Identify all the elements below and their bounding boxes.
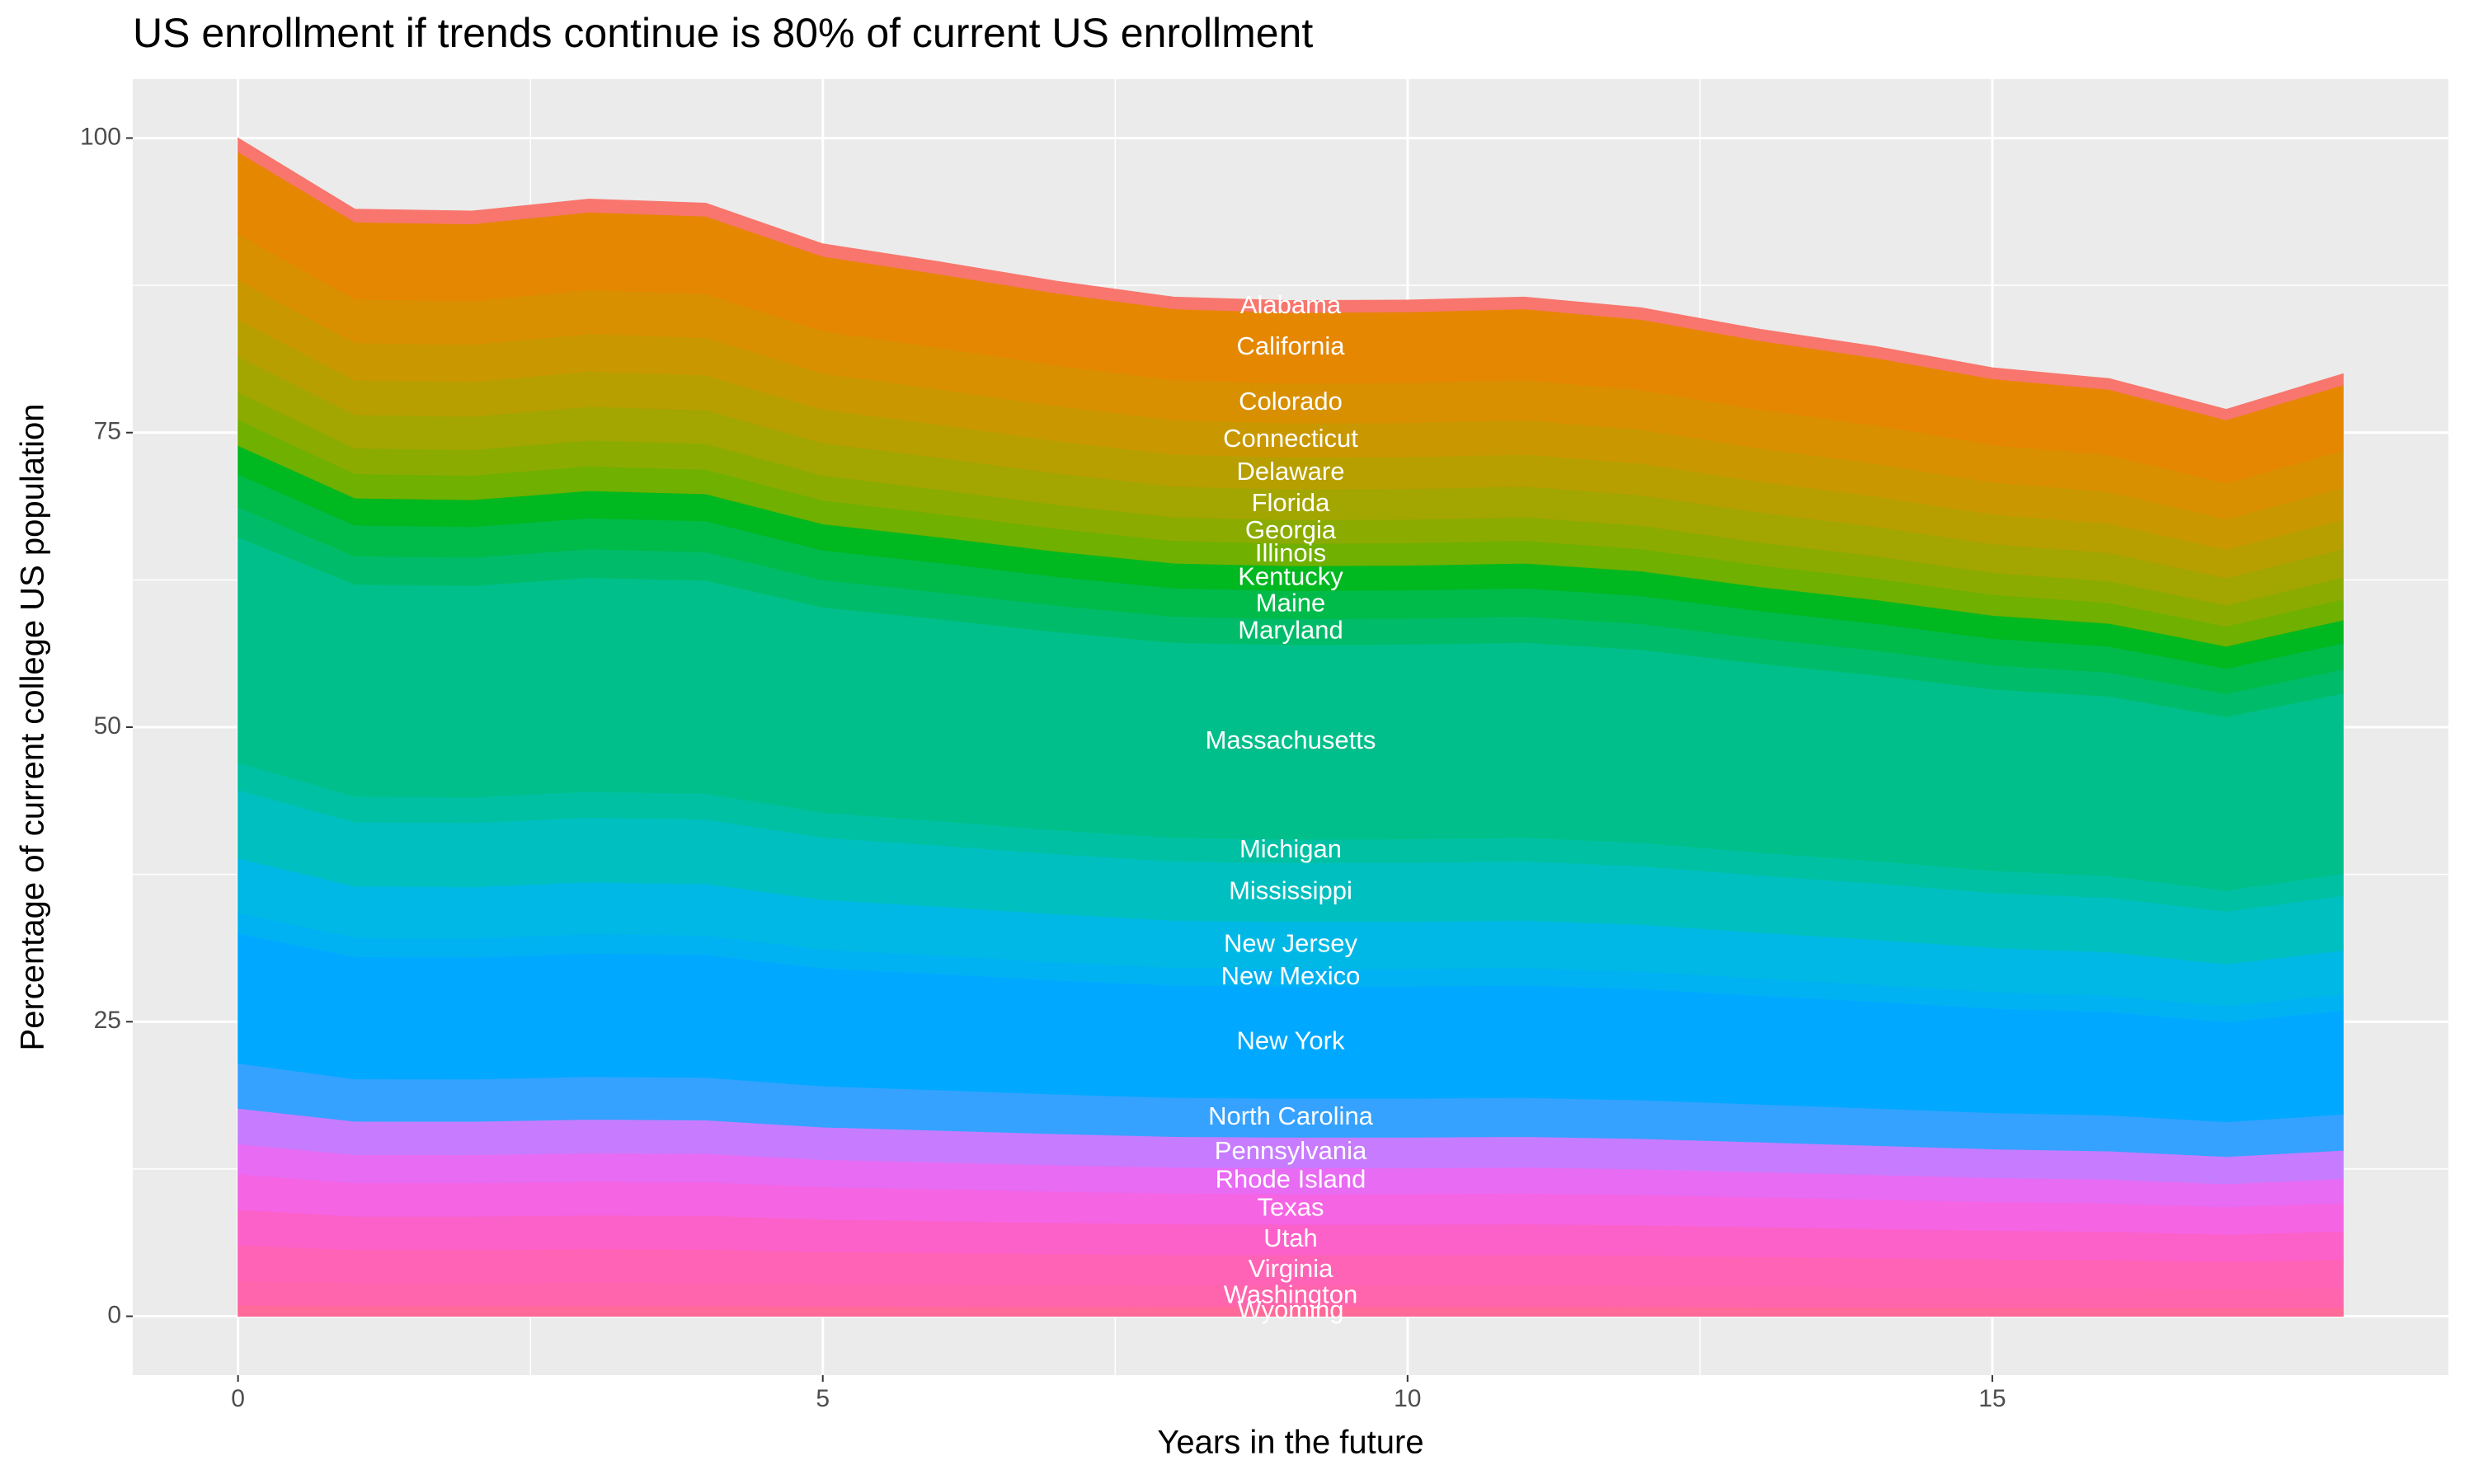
series-label: Georgia xyxy=(1245,515,1337,544)
series-label: New York xyxy=(1237,1026,1345,1054)
x-tick-label: 10 xyxy=(1394,1385,1421,1412)
series-label: Rhode Island xyxy=(1216,1164,1366,1193)
series-label: Pennsylvania xyxy=(1215,1136,1367,1165)
series-label: Washington xyxy=(1224,1280,1358,1308)
series-label: Maryland xyxy=(1238,615,1343,644)
chart-title: US enrollment if trends continue is 80% … xyxy=(133,10,1313,56)
series-label: Texas xyxy=(1258,1193,1324,1222)
y-tick-label: 75 xyxy=(94,418,121,445)
series-label: Maine xyxy=(1256,589,1325,618)
series-label: Florida xyxy=(1252,488,1331,517)
series-label: Connecticut xyxy=(1223,424,1358,453)
y-tick-label: 0 xyxy=(107,1301,121,1328)
x-axis-title: Years in the future xyxy=(1157,1425,1423,1461)
y-axis-title: Percentage of current college US populat… xyxy=(15,404,51,1051)
series-label: Illinois xyxy=(1255,538,1326,567)
series-label: New Jersey xyxy=(1224,929,1357,958)
series-label: Michigan xyxy=(1239,834,1342,863)
area xyxy=(238,137,2344,420)
series-label: Alabama xyxy=(1240,290,1342,319)
series-label: New Mexico xyxy=(1221,961,1361,990)
series-label: North Carolina xyxy=(1208,1101,1374,1130)
series-label: Delaware xyxy=(1237,457,1345,486)
series-label: Mississippi xyxy=(1229,876,1352,904)
y-tick-label: 50 xyxy=(94,712,121,740)
x-tick-label: 0 xyxy=(231,1385,245,1412)
series-label: Wyoming xyxy=(1238,1295,1344,1324)
series-label: Colorado xyxy=(1239,387,1343,416)
y-tick-label: 25 xyxy=(94,1007,121,1034)
series-label: Virginia xyxy=(1249,1254,1334,1283)
series-label: California xyxy=(1237,331,1346,360)
x-tick-label: 5 xyxy=(816,1385,830,1412)
series-label: Massachusetts xyxy=(1206,726,1376,754)
y-tick-label: 100 xyxy=(80,123,121,150)
series-label: Kentucky xyxy=(1238,561,1343,590)
series-label: Utah xyxy=(1263,1223,1317,1252)
x-tick-label: 15 xyxy=(1978,1385,2006,1412)
